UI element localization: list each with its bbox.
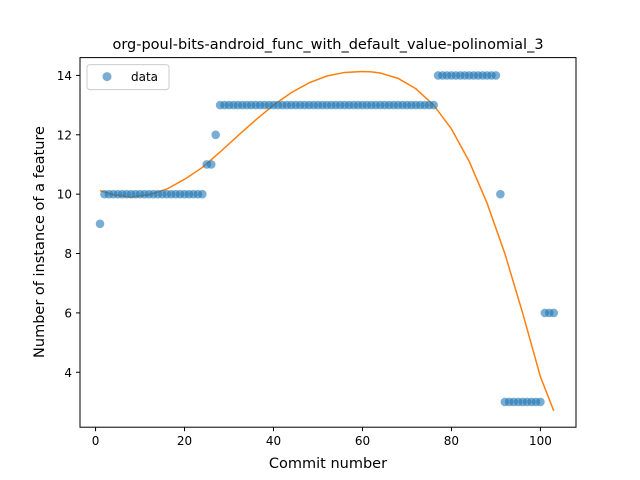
y-tick-label: 8 <box>64 247 72 261</box>
data-point <box>198 190 207 199</box>
x-tick-label: 0 <box>92 434 100 448</box>
data-point <box>429 101 438 110</box>
data-point <box>492 71 501 80</box>
x-tick-label: 80 <box>444 434 459 448</box>
data-point <box>96 220 105 229</box>
x-axis-label: Commit number <box>269 456 387 472</box>
y-tick-label: 6 <box>64 306 72 320</box>
y-tick-label: 10 <box>57 188 72 202</box>
legend: data <box>87 65 169 90</box>
y-tick-label: 12 <box>57 128 72 142</box>
x-tick-label: 40 <box>266 434 281 448</box>
legend-marker-data <box>103 72 112 81</box>
data-point <box>496 190 505 199</box>
y-tick-label: 4 <box>64 366 72 380</box>
x-tick-label: 60 <box>355 434 370 448</box>
data-point <box>211 130 220 139</box>
y-axis-label: Number of instance of a feature <box>32 126 48 358</box>
legend-label-data: data <box>131 70 158 84</box>
chart-title: org-poul-bits-android_func_with_default_… <box>112 37 543 53</box>
data-point <box>549 309 558 318</box>
x-tick-label: 20 <box>177 434 192 448</box>
y-tick-label: 14 <box>57 69 72 83</box>
data-point <box>207 160 216 169</box>
x-tick-label: 100 <box>529 434 552 448</box>
data-point <box>536 398 545 407</box>
